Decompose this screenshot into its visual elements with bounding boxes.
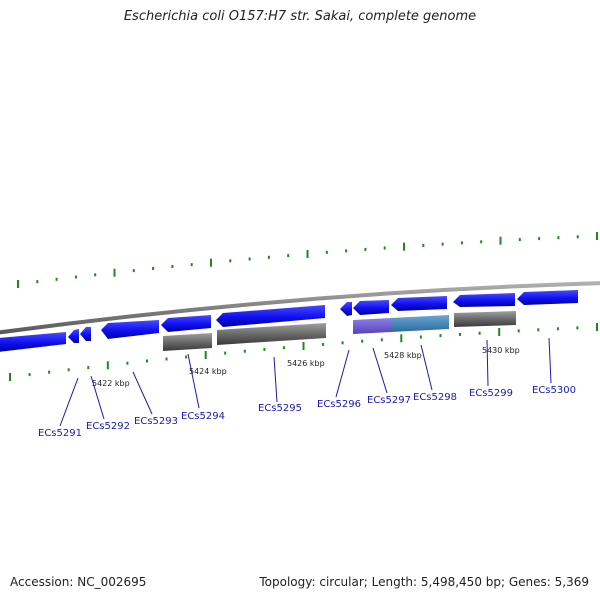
cds-arrow[interactable] [80,327,91,341]
cds-arrow[interactable] [391,296,447,311]
scale-label: 5430 kbp [482,346,520,355]
cds-arrow[interactable] [517,290,578,305]
gene-label[interactable]: ECs5295 [258,403,302,414]
leader-line [273,356,278,403]
match-block[interactable] [391,315,449,332]
cds-arrow[interactable] [101,320,159,339]
gene-label[interactable]: ECs5296 [317,399,361,410]
gene-label[interactable]: ECs5299 [469,388,513,399]
gene-leaders [59,337,552,427]
gene-label[interactable]: ECs5292 [86,421,130,432]
scale-label: 5426 kbp [287,359,325,368]
cds-arrow[interactable] [0,332,66,352]
scale-label: 5422 kbp [92,379,130,388]
leader-line [90,375,105,420]
gene-label[interactable]: ECs5293 [134,416,178,427]
gene-label[interactable]: ECs5300 [532,385,576,396]
cds-arrow[interactable] [161,315,211,332]
match-block[interactable] [217,323,326,345]
leader-line [372,347,388,394]
match-track [163,311,516,351]
leader-line [335,349,350,398]
leader-line [420,344,433,391]
gene-label[interactable]: ECs5297 [367,395,411,406]
scale-label: 5428 kbp [384,351,422,360]
gene-label[interactable]: ECs5291 [38,428,82,439]
leader-line [548,337,552,384]
genome-backbone [0,281,600,335]
inner-tick-ring [9,323,598,381]
leader-line [132,371,153,415]
scale-labels: 5422 kbp 5424 kbp 5426 kbp 5428 kbp 5430… [92,346,520,388]
cds-arrow[interactable] [340,302,352,316]
gene-label[interactable]: ECs5298 [413,392,457,403]
scale-label: 5424 kbp [189,367,227,376]
leader-line [486,339,489,387]
leader-line [187,353,200,409]
cds-arrow[interactable] [353,300,389,315]
cds-arrow[interactable] [216,305,325,327]
map-title: Escherichia coli O157:H7 str. Sakai, com… [123,9,477,24]
match-block[interactable] [163,333,212,351]
genome-stats-text: Topology: circular; Length: 5,498,450 bp… [259,575,589,589]
gene-labels: ECs5291 ECs5292 ECs5293 ECs5294 ECs5295 … [38,385,576,439]
cds-track [0,290,578,352]
match-block[interactable] [353,318,391,334]
leader-line [59,377,79,427]
outer-tick-ring [17,232,598,288]
cds-arrow[interactable] [68,329,79,343]
accession-text: Accession: NC_002695 [10,575,147,589]
match-block[interactable] [454,311,516,327]
cds-arrow[interactable] [453,293,515,307]
gene-label[interactable]: ECs5294 [181,411,225,422]
